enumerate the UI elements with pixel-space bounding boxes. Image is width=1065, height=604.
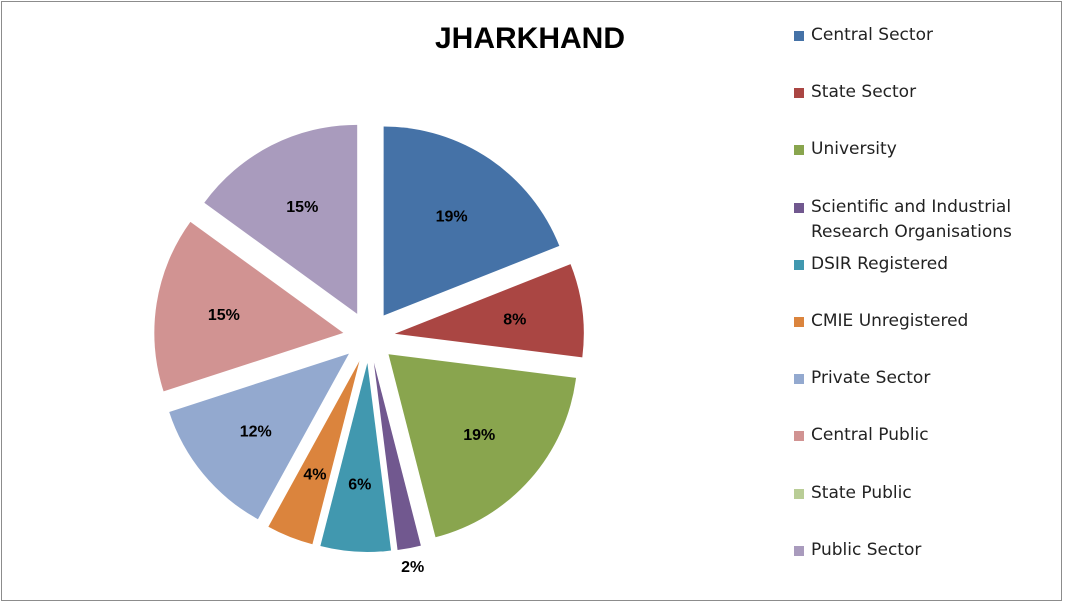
pie-slice-central-sector <box>383 126 560 316</box>
data-label: 8% <box>503 312 526 329</box>
legend-swatch <box>794 88 804 99</box>
legend-label: Private Sector <box>811 368 931 389</box>
data-label: 19% <box>463 427 495 444</box>
legend-label: University <box>811 139 897 160</box>
legend-swatch <box>794 545 804 556</box>
data-label: 6% <box>348 477 371 494</box>
data-label: 2% <box>401 559 424 576</box>
data-label: 19% <box>436 208 468 225</box>
pie-slice-scientific-and-industrial-research-organisations <box>373 362 421 551</box>
pie-slice-university <box>388 354 577 538</box>
legend-swatch <box>794 31 804 41</box>
legend-swatch <box>794 202 804 213</box>
pie-slice-state-sector <box>394 264 584 358</box>
legend-swatch <box>794 259 804 270</box>
pie-slice-dsir-registered <box>320 362 392 552</box>
legend-label: Public Sector <box>811 539 922 560</box>
pie-slice-central-public <box>154 221 344 392</box>
legend-label: Central Sector <box>811 25 933 45</box>
legend-label: CMIE Unregistered <box>811 311 969 331</box>
data-label: 12% <box>240 424 272 441</box>
chart-title: JHARKHAND <box>434 22 625 55</box>
legend-label: State Public <box>811 482 912 503</box>
legend-swatch <box>794 488 804 499</box>
pie-slice-cmie-unregistered <box>268 361 360 545</box>
legend-label: DSIR Registered <box>811 253 948 274</box>
data-label: 15% <box>286 199 318 216</box>
legend-label: Scientific and Industrial Research Organ… <box>811 196 1012 242</box>
legend-swatch <box>794 374 804 385</box>
data-label: 15% <box>208 307 240 324</box>
pie-slice-private-sector <box>169 353 349 520</box>
legend-label: State Sector <box>811 82 917 103</box>
legend-swatch <box>794 145 804 156</box>
legend-swatch <box>794 317 804 327</box>
data-label: 4% <box>303 467 326 484</box>
pie-slice-public-sector <box>204 124 358 314</box>
legend-label: Central Public <box>811 425 929 446</box>
legend-swatch <box>794 431 804 442</box>
